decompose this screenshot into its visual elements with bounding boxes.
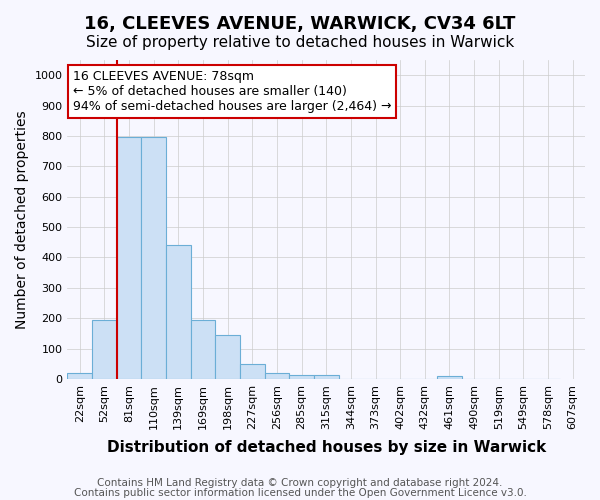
Bar: [67, 373, 92, 379]
Bar: [117, 138, 142, 379]
X-axis label: Distribution of detached houses by size in Warwick: Distribution of detached houses by size …: [107, 440, 546, 455]
Text: Contains HM Land Registry data © Crown copyright and database right 2024.: Contains HM Land Registry data © Crown c…: [97, 478, 503, 488]
Bar: [142, 138, 166, 379]
Bar: [265, 374, 289, 379]
Bar: [289, 375, 314, 379]
Text: 16 CLEEVES AVENUE: 78sqm
← 5% of detached houses are smaller (140)
94% of semi-d: 16 CLEEVES AVENUE: 78sqm ← 5% of detache…: [73, 70, 391, 112]
Bar: [92, 320, 117, 379]
Bar: [215, 336, 240, 379]
Y-axis label: Number of detached properties: Number of detached properties: [15, 110, 29, 329]
Bar: [314, 375, 338, 379]
Text: Contains public sector information licensed under the Open Government Licence v3: Contains public sector information licen…: [74, 488, 526, 498]
Bar: [437, 376, 462, 379]
Bar: [191, 320, 215, 379]
Bar: [240, 364, 265, 379]
Text: 16, CLEEVES AVENUE, WARWICK, CV34 6LT: 16, CLEEVES AVENUE, WARWICK, CV34 6LT: [85, 15, 515, 33]
Bar: [166, 246, 191, 379]
Text: Size of property relative to detached houses in Warwick: Size of property relative to detached ho…: [86, 35, 514, 50]
